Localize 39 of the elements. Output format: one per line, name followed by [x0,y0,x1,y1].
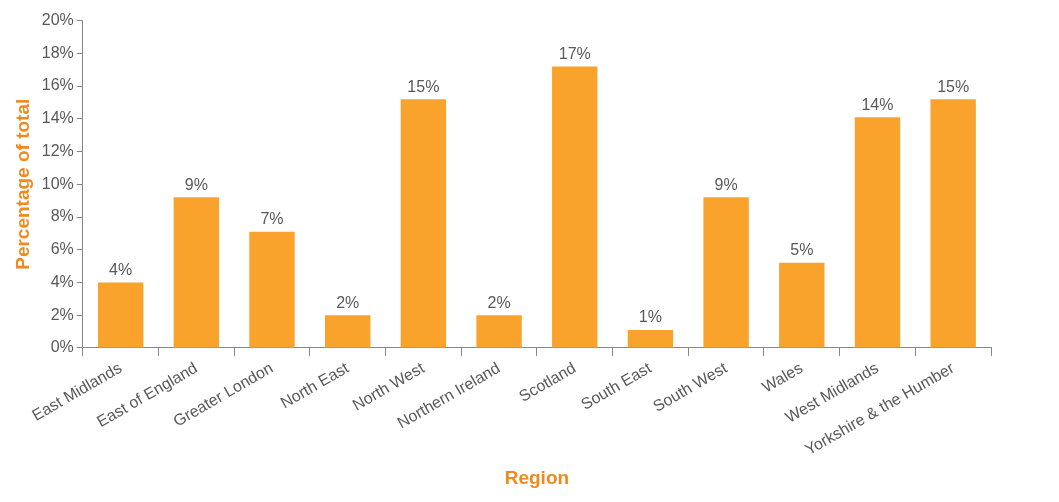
bar [476,315,522,348]
data-label: 9% [184,175,208,193]
bar [930,99,976,348]
y-tick-label: 8% [50,207,74,225]
x-tick-label: North East [277,358,352,412]
bar [854,117,901,348]
y-tick-label: 6% [50,240,74,258]
y-tick-label: 10% [41,174,74,192]
x-tick-label: Wales [759,358,806,396]
bar [779,262,825,348]
bar [97,282,144,348]
data-label: 7% [260,210,284,228]
data-label: 17% [558,44,591,62]
data-label: 9% [714,175,738,193]
y-tick-label: 20% [41,11,74,29]
bar [627,329,674,348]
bar [249,231,295,348]
y-tick-label: 18% [41,43,74,61]
data-label: 2% [487,293,511,311]
data-label: 15% [407,77,440,95]
data-label: 5% [790,241,814,259]
y-tick-label: 12% [41,141,74,159]
y-tick-label: 0% [50,338,74,356]
data-label: 1% [638,308,662,326]
x-axis-title: Region [504,466,570,488]
y-tick-label: 16% [41,76,74,94]
bar [552,66,598,348]
bar [173,197,220,348]
bar [703,197,749,348]
data-label: 14% [861,95,894,113]
data-label: 4% [109,260,133,278]
bar [400,99,447,348]
y-tick-label: 4% [50,272,74,290]
y-axis-title: Percentage of total [11,98,33,270]
bar [325,315,371,348]
data-label: 2% [336,293,360,311]
y-tick-label: 2% [50,305,74,323]
y-tick-label: 14% [41,109,74,127]
data-label: 15% [937,77,970,95]
